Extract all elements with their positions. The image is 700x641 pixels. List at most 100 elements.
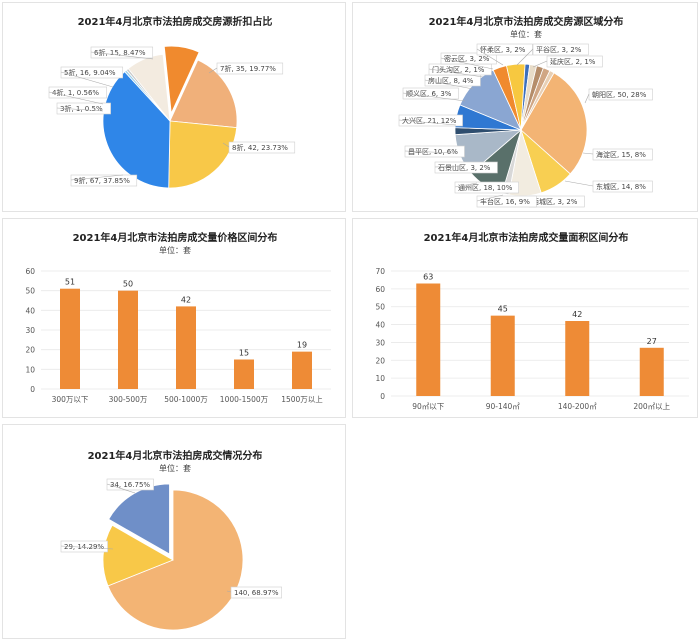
slice-label-box	[48, 86, 107, 99]
chart-unit: 单位：套	[510, 29, 542, 39]
pie-slice	[102, 71, 171, 189]
slice-label-box	[106, 478, 154, 491]
leader-line	[402, 92, 466, 102]
slice-label: 29, 14.29%	[64, 543, 104, 551]
slice-label: 3折, 1, 0.5%	[60, 104, 103, 113]
transaction-status-panel: 2021年4月北京市法拍房成交情况分布 单位：套 140, 68.97% 29, …	[2, 424, 346, 639]
y-tick-label: 40	[25, 306, 35, 315]
area-range-panel: 2021年4月北京市法拍房成交量面积区间分布 0 10 20 30 40 50 60 70 63…	[352, 218, 698, 418]
slice-label: 丰台区, 16, 9%	[480, 197, 530, 206]
slice-label-box	[476, 195, 537, 208]
y-tick-label: 20	[25, 346, 35, 355]
leader-line	[226, 590, 232, 593]
bar-value-label: 50	[123, 280, 133, 289]
leader-line	[454, 182, 478, 188]
slice-label: 6折, 15, 8.47%	[94, 48, 146, 57]
bar	[234, 359, 254, 389]
x-tick-label: 1500万以上	[281, 395, 323, 404]
leader-line	[584, 93, 590, 104]
slice-label: 平谷区, 3, 2%	[536, 45, 582, 54]
bar-value-label: 42	[181, 295, 191, 304]
price-range-panel: 2021年4月北京市法拍房成交量价格区间分布 单位：套 0 10 20 30 40 50 6…	[2, 218, 346, 418]
leader-line	[424, 79, 474, 90]
pie-slice	[102, 524, 174, 587]
slice-label: 西城区, 3, 2%	[532, 198, 578, 206]
district-distribution-panel: 2021年4月北京市法拍房成交房源区域分布 单位：套 朝阳区, 50, 28% 海…	[352, 2, 698, 212]
x-tick-label: 200㎡以上	[633, 402, 670, 411]
bar	[60, 288, 80, 389]
slice-label: 延庆区, 2, 1%	[550, 57, 596, 66]
y-tick-label: 30	[375, 338, 385, 347]
pie-slice	[168, 120, 238, 189]
slice-label-box	[592, 148, 653, 161]
chart-unit: 单位：套	[159, 463, 191, 473]
chart-title: 2021年4月北京市法拍房成交量面积区间分布	[424, 231, 629, 244]
slice-label: 7折, 35, 19.77%	[220, 64, 276, 73]
slice-label-box	[60, 66, 124, 79]
slice-label: 34, 16.75%	[110, 481, 150, 489]
slice-label-box	[546, 55, 603, 68]
slice-label: 怀柔区, 3, 2%	[480, 45, 526, 54]
y-tick-label: 10	[375, 374, 385, 383]
slice-label-box	[592, 180, 653, 193]
slice-label: 140, 68.97%	[234, 589, 279, 597]
slice-label-box	[402, 87, 459, 100]
bar	[416, 283, 441, 396]
y-tick-label: 50	[25, 287, 35, 296]
x-tick-label: 90㎡以下	[412, 402, 445, 411]
slice-label: 顺义区, 6, 3%	[406, 90, 452, 98]
y-tick-label: 0	[380, 392, 385, 401]
slice-label-box	[404, 145, 465, 158]
leader-line	[398, 119, 457, 126]
chart-unit: 单位：套	[159, 245, 191, 255]
leader-line	[90, 51, 154, 60]
slice-label: 房山区, 8, 4%	[428, 76, 474, 85]
price-bar-chart: 2021年4月北京市法拍房成交量价格区间分布 单位：套 0 10 20 30 40 50 6…	[25, 231, 331, 404]
leader-line	[60, 545, 114, 550]
slice-label: 朝阳区, 50, 28%	[592, 90, 647, 99]
slice-label: 8折, 42, 23.73%	[232, 143, 288, 152]
slice-label: 通州区, 18, 10%	[458, 183, 513, 192]
leader-line	[56, 107, 104, 112]
pie-slice	[127, 53, 171, 123]
pie-slice	[163, 45, 200, 115]
y-tick-label: 30	[25, 326, 35, 335]
leader-line	[208, 67, 218, 74]
slice-label-box	[454, 181, 519, 194]
bar-value-label: 45	[498, 305, 508, 314]
chart-title: 2021年4月北京市法拍房成交情况分布	[88, 449, 263, 462]
status-pie-chart: 2021年4月北京市法拍房成交情况分布 单位：套 140, 68.97% 29, …	[60, 449, 282, 631]
pie-slice	[520, 70, 555, 131]
x-tick-label: 300万以下	[52, 395, 89, 404]
bar-value-label: 27	[647, 337, 657, 346]
chart-title: 2021年4月北京市法拍房成交房源区域分布	[429, 15, 624, 28]
leader-line	[516, 48, 534, 66]
slice-label: 4折, 1, 0.56%	[52, 88, 99, 97]
y-tick-label: 20	[375, 356, 385, 365]
slice-label: 5折, 16, 9.04%	[64, 68, 116, 77]
discount-distribution-panel: 2021年4月北京市法拍房成交房源折扣占比 6折, 15, 8.47% 7折, 3…	[2, 2, 346, 212]
slice-label: 海淀区, 15, 8%	[596, 150, 646, 159]
slice-label-box	[60, 540, 108, 553]
pie-slice	[520, 72, 588, 175]
bar-value-label: 51	[65, 278, 75, 287]
bar	[292, 351, 312, 389]
slice-label-box	[230, 586, 282, 599]
bar	[490, 315, 515, 396]
bar	[639, 347, 664, 396]
discount-pie-chart: 2021年4月北京市法拍房成交房源折扣占比 6折, 15, 8.47% 7折, 3…	[48, 15, 296, 189]
bar	[565, 321, 590, 396]
leader-line	[434, 165, 462, 168]
district-pie-chart: 2021年4月北京市法拍房成交房源区域分布 单位：套 朝阳区, 50, 28% 海…	[398, 15, 653, 208]
bar-value-label: 15	[239, 349, 249, 358]
y-tick-label: 70	[375, 267, 385, 276]
leader-line	[222, 142, 230, 148]
slice-label-box	[56, 102, 111, 115]
slice-label: 石景山区, 3, 2%	[438, 163, 491, 172]
leader-line	[106, 483, 136, 494]
leader-line	[428, 68, 484, 78]
slice-label-box	[532, 43, 589, 56]
chart-title: 2021年4月北京市法拍房成交房源折扣占比	[78, 15, 273, 28]
slice-label-box	[434, 161, 498, 174]
y-tick-label: 60	[25, 267, 35, 276]
